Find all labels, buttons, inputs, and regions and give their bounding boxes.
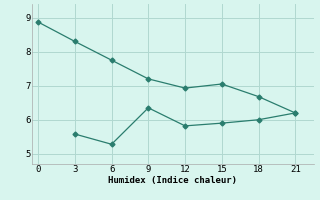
X-axis label: Humidex (Indice chaleur): Humidex (Indice chaleur) bbox=[108, 176, 237, 185]
